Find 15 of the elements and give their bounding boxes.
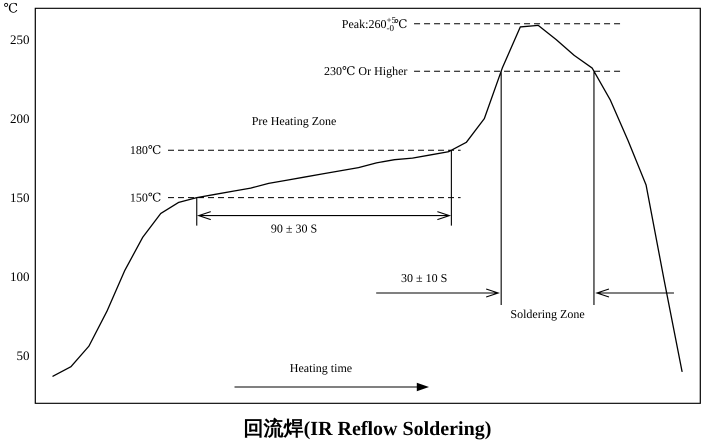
ref-line-label: 150℃ — [130, 190, 162, 205]
y-tick-label: 100 — [10, 269, 30, 284]
ref-line-label: 230℃ Or Higher — [324, 64, 408, 78]
ref-line-label: 180℃ — [130, 143, 162, 158]
annotation: 90 ± 30 S — [270, 221, 318, 236]
y-tick-label: 200 — [10, 111, 30, 126]
y-tick-label: 50 — [16, 348, 30, 364]
annotation: Soldering Zone — [510, 306, 585, 321]
annotation: Pre Heating Zone — [252, 114, 336, 128]
y-axis-title: ℃ — [4, 0, 18, 16]
y-tick-label: 250 — [10, 32, 30, 48]
annotation: 30 ± 10 S — [401, 270, 448, 285]
text: 回流焊(IR Reflow Soldering) — [244, 417, 492, 440]
y-tick-label: 150 — [10, 190, 30, 206]
x-axis-title: Heating time — [290, 361, 352, 375]
